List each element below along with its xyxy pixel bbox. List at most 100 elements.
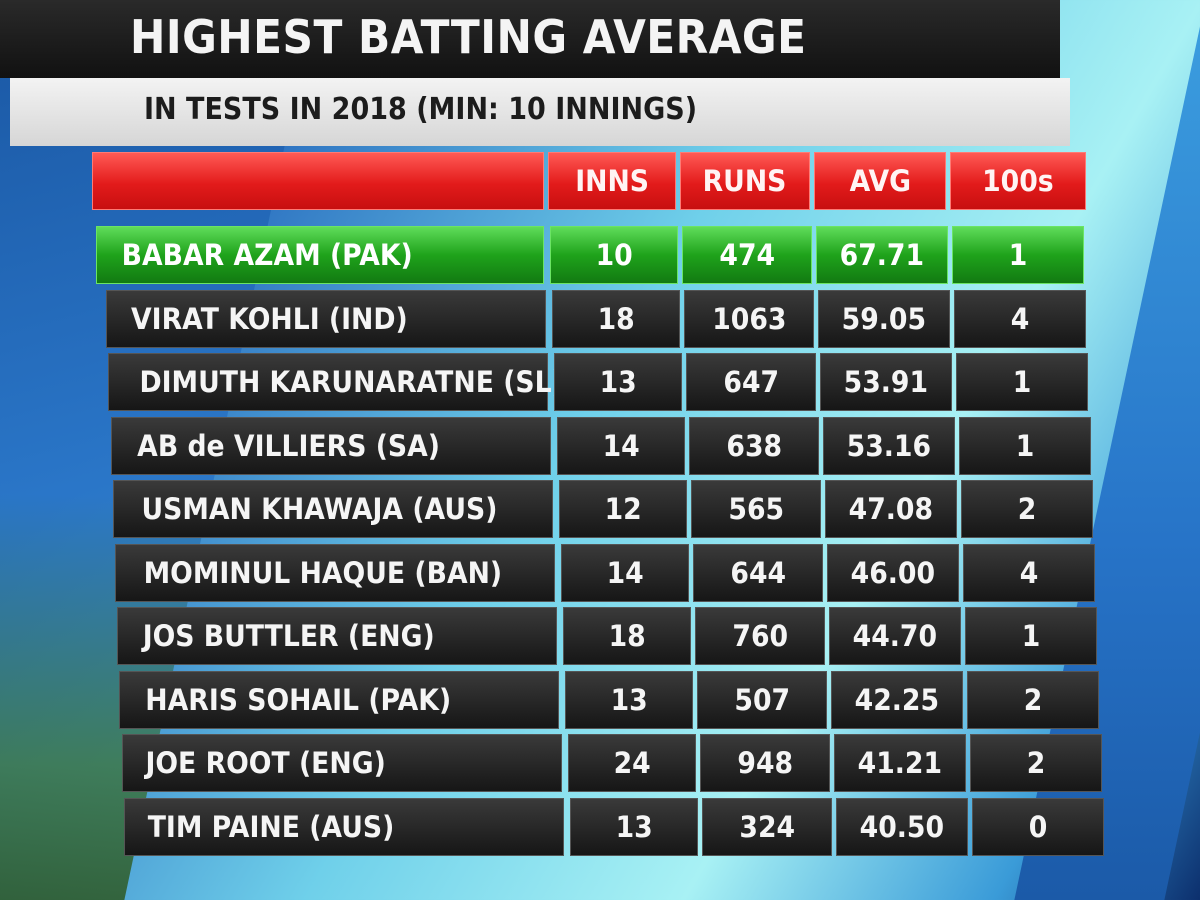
runs-value: 760 xyxy=(732,619,788,653)
hundreds-cell: 1 xyxy=(959,416,1091,475)
player-name-cell: JOS BUTTLER (ENG) xyxy=(117,607,557,665)
runs-cell: 638 xyxy=(689,416,819,475)
average-cell: 41.21 xyxy=(834,734,966,792)
average-value: 59.05 xyxy=(841,301,927,336)
hundreds-value: 4 xyxy=(1010,301,1030,336)
player-name-value: JOE ROOT (ENG) xyxy=(145,746,386,780)
runs-value: 565 xyxy=(728,492,784,526)
runs-value: 948 xyxy=(737,746,793,780)
table-row: USMAN KHAWAJA (AUS) 12 565 47.08 2 xyxy=(0,480,1100,540)
runs-value: 644 xyxy=(730,555,786,590)
table-row: AB de VILLIERS (SA) 14 638 53.16 1 xyxy=(0,416,1100,477)
innings-cell: 13 xyxy=(565,670,693,729)
hundreds-cell: 1 xyxy=(965,607,1097,665)
average-value: 67.71 xyxy=(839,238,925,272)
average-cell: 44.70 xyxy=(829,607,961,665)
average-value: 40.50 xyxy=(859,809,945,844)
hundreds-cell: 1 xyxy=(952,226,1084,284)
table-row: JOE ROOT (ENG) 24 948 41.21 2 xyxy=(0,734,1102,794)
hundreds-value: 2 xyxy=(1017,492,1037,526)
player-name-value: BABAR AZAM (PAK) xyxy=(121,238,413,272)
table-header-row: INNS RUNS AVG 100s xyxy=(0,152,1100,212)
player-name-value: VIRAT KOHLI (IND) xyxy=(131,301,408,336)
page-title: HIGHEST BATTING AVERAGE xyxy=(130,10,807,64)
header-blank xyxy=(92,152,544,210)
player-name-value: USMAN KHAWAJA (AUS) xyxy=(141,492,498,526)
runs-cell: 507 xyxy=(697,670,827,729)
innings-cell: 18 xyxy=(563,607,691,665)
runs-value: 1063 xyxy=(711,301,787,336)
average-value: 53.16 xyxy=(846,428,932,463)
player-name-value: AB de VILLIERS (SA) xyxy=(137,428,440,463)
average-cell: 40.50 xyxy=(836,797,968,856)
average-value: 44.70 xyxy=(852,619,938,653)
runs-cell: 647 xyxy=(686,353,816,411)
average-value: 46.00 xyxy=(850,555,936,590)
header-avg: AVG xyxy=(814,152,946,210)
table-row: HARIS SOHAIL (PAK) 13 507 42.25 2 xyxy=(0,670,1100,731)
innings-cell: 13 xyxy=(570,797,698,856)
player-name-cell: MOMINUL HAQUE (BAN) xyxy=(115,543,555,602)
runs-cell: 760 xyxy=(695,607,825,665)
title-bar: HIGHEST BATTING AVERAGE xyxy=(0,0,1060,78)
runs-value: 647 xyxy=(723,365,779,399)
runs-value: 474 xyxy=(719,238,775,272)
page-subtitle: IN TESTS IN 2018 (MIN: 10 INNINGS) xyxy=(144,92,698,127)
player-name-cell: DIMUTH KARUNARATNE (SL) xyxy=(108,353,564,411)
innings-value: 18 xyxy=(608,619,646,653)
player-name-cell: HARIS SOHAIL (PAK) xyxy=(119,670,559,729)
runs-value: 507 xyxy=(734,682,790,717)
player-name-value: HARIS SOHAIL (PAK) xyxy=(145,682,452,717)
average-cell: 47.08 xyxy=(825,480,957,538)
hundreds-cell: 1 xyxy=(956,353,1088,411)
innings-value: 13 xyxy=(615,809,653,844)
table-row: DIMUTH KARUNARATNE (SL) 13 647 53.91 1 xyxy=(0,353,1100,413)
runs-cell: 324 xyxy=(702,797,832,856)
innings-cell: 18 xyxy=(552,289,680,348)
player-name-value: JOS BUTTLER (ENG) xyxy=(142,619,435,653)
player-name-cell: AB de VILLIERS (SA) xyxy=(111,416,551,475)
runs-cell: 644 xyxy=(693,543,823,602)
innings-value: 14 xyxy=(602,428,640,463)
table-row: TIM PAINE (AUS) 13 324 40.50 0 xyxy=(0,797,1104,858)
table-row: VIRAT KOHLI (IND) 18 1063 59.05 4 xyxy=(0,289,1100,350)
innings-value: 10 xyxy=(595,238,633,272)
innings-cell: 13 xyxy=(554,353,682,411)
header-100s: 100s xyxy=(950,152,1086,210)
runs-value: 638 xyxy=(726,428,782,463)
innings-value: 13 xyxy=(599,365,637,399)
header-100s-label: 100s xyxy=(982,164,1054,198)
player-name-cell: USMAN KHAWAJA (AUS) xyxy=(113,480,553,538)
runs-cell: 565 xyxy=(691,480,821,538)
runs-value: 324 xyxy=(739,809,795,844)
header-avg-label: AVG xyxy=(849,164,911,198)
runs-cell: 948 xyxy=(700,734,830,792)
hundreds-cell: 2 xyxy=(967,670,1099,729)
hundreds-value: 1 xyxy=(1021,619,1041,653)
average-cell: 53.91 xyxy=(820,353,952,411)
hundreds-value: 1 xyxy=(1012,365,1032,399)
runs-cell: 1063 xyxy=(684,289,814,348)
innings-value: 13 xyxy=(610,682,648,717)
player-name-cell: VIRAT KOHLI (IND) xyxy=(106,289,546,348)
innings-value: 24 xyxy=(613,746,651,780)
table-row: MOMINUL HAQUE (BAN) 14 644 46.00 4 xyxy=(0,543,1100,604)
subtitle-bar: IN TESTS IN 2018 (MIN: 10 INNINGS) xyxy=(10,78,1070,146)
hundreds-cell: 4 xyxy=(963,543,1095,602)
player-name-cell: TIM PAINE (AUS) xyxy=(124,797,564,856)
header-runs-label: RUNS xyxy=(703,164,787,198)
player-name-cell: BABAR AZAM (PAK) xyxy=(96,226,544,284)
average-cell: 46.00 xyxy=(827,543,959,602)
average-value: 42.25 xyxy=(854,682,940,717)
innings-cell: 14 xyxy=(561,543,689,602)
innings-cell: 12 xyxy=(559,480,687,538)
average-value: 53.91 xyxy=(843,365,929,399)
header-inns-label: INNS xyxy=(575,164,649,198)
average-cell: 42.25 xyxy=(831,670,963,729)
innings-value: 12 xyxy=(604,492,642,526)
hundreds-value: 2 xyxy=(1026,746,1046,780)
header-inns: INNS xyxy=(548,152,676,210)
player-name-value: MOMINUL HAQUE (BAN) xyxy=(143,555,503,590)
average-value: 47.08 xyxy=(848,492,934,526)
table-row: JOS BUTTLER (ENG) 18 760 44.70 1 xyxy=(0,607,1100,667)
